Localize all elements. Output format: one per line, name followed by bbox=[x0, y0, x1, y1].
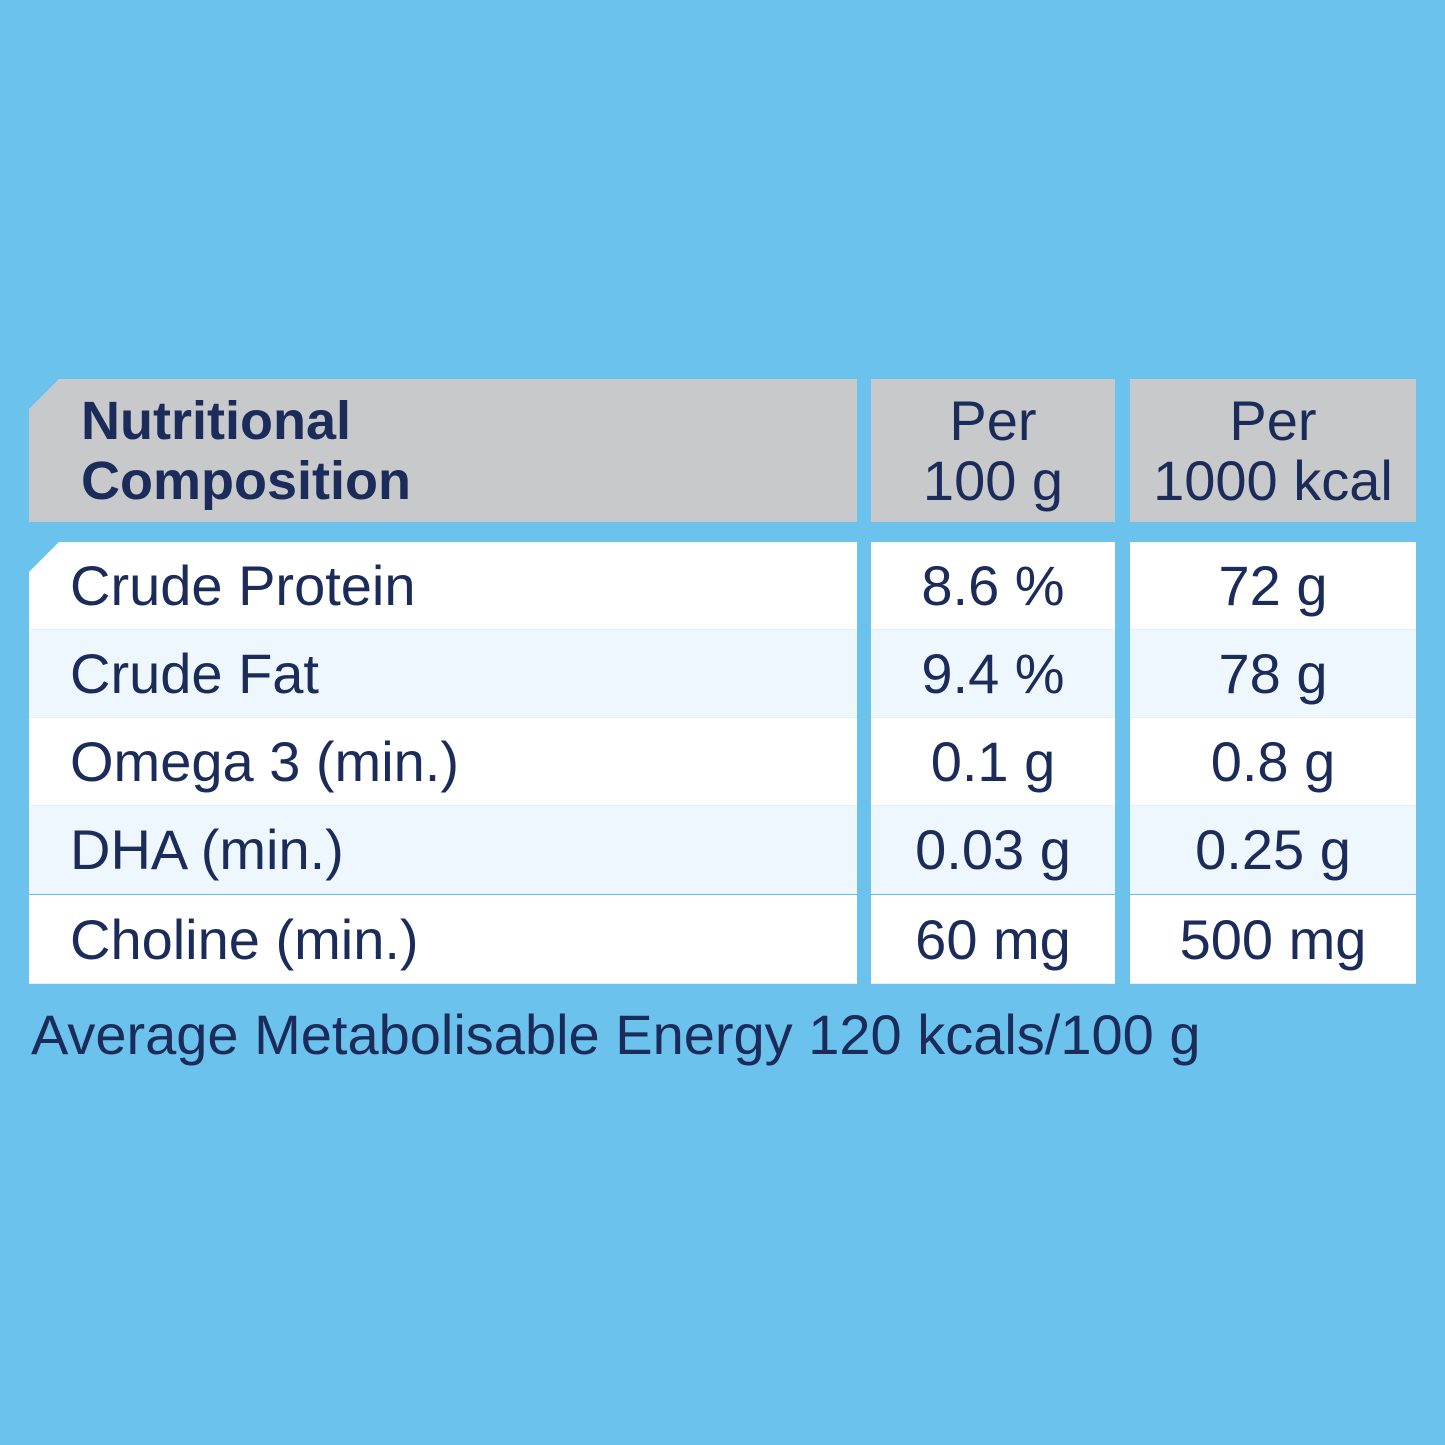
value-per-1000kcal: 0.25 g bbox=[1130, 806, 1416, 894]
header-label-line2: Composition bbox=[81, 450, 411, 511]
value-per-1000kcal: 500 mg bbox=[1130, 895, 1416, 984]
nutrient-name: Crude Fat bbox=[29, 630, 857, 718]
table-row: Omega 3 (min.) 0.1 g 0.8 g bbox=[29, 718, 1416, 806]
nutrient-name: Crude Protein bbox=[29, 542, 857, 630]
nutrient-name: Omega 3 (min.) bbox=[29, 718, 857, 806]
table-row: DHA (min.) 0.03 g 0.25 g bbox=[29, 806, 1416, 894]
value-per-1000kcal: 72 g bbox=[1130, 542, 1416, 630]
value-per-100g: 8.6 % bbox=[871, 542, 1115, 630]
value-per-100g: 60 mg bbox=[871, 895, 1115, 984]
header-per-100g: Per 100 g bbox=[871, 379, 1115, 522]
header-label-line2: 1000 kcal bbox=[1153, 448, 1393, 512]
nutrient-name: Choline (min.) bbox=[29, 895, 857, 984]
header-label-line1: Per bbox=[1229, 388, 1317, 452]
nutrient-name: DHA (min.) bbox=[29, 806, 857, 894]
table-row: Crude Fat 9.4 % 78 g bbox=[29, 630, 1416, 718]
header-per-1000kcal: Per 1000 kcal bbox=[1130, 379, 1416, 522]
header-label-line1: Nutritional bbox=[81, 390, 351, 451]
header-label-line2: 100 g bbox=[922, 448, 1064, 512]
table-row: Choline (min.) 60 mg 500 mg bbox=[29, 895, 1416, 984]
energy-footnote: Average Metabolisable Energy 120 kcals/1… bbox=[31, 1003, 1201, 1066]
header-label-line1: Per bbox=[949, 388, 1037, 452]
table-header-row: Nutritional Composition Per 100 g Per 10… bbox=[29, 379, 1416, 522]
value-per-100g: 0.1 g bbox=[871, 718, 1115, 806]
value-per-100g: 9.4 % bbox=[871, 630, 1115, 718]
table-row: Crude Protein 8.6 % 72 g bbox=[29, 542, 1416, 630]
value-per-100g: 0.03 g bbox=[871, 806, 1115, 894]
value-per-1000kcal: 78 g bbox=[1130, 630, 1416, 718]
value-per-1000kcal: 0.8 g bbox=[1130, 718, 1416, 806]
header-nutritional-composition: Nutritional Composition bbox=[29, 379, 857, 522]
